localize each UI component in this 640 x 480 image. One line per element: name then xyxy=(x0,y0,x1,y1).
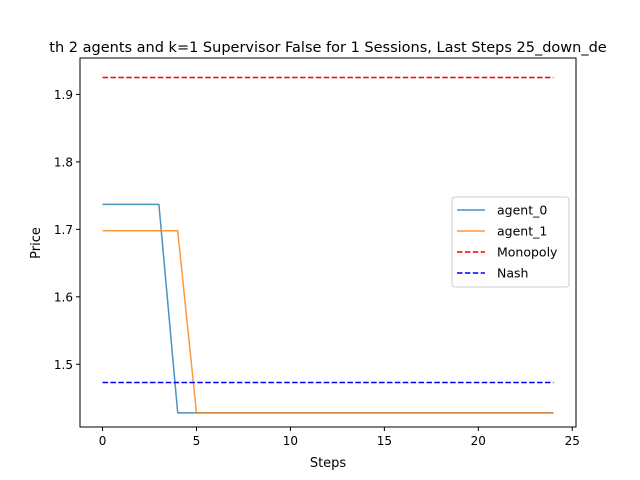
x-tick-label: 10 xyxy=(283,434,298,448)
y-tick-label: 1.7 xyxy=(54,223,73,237)
y-axis-label: Price xyxy=(29,227,44,259)
series-layer xyxy=(102,76,554,414)
y-tick-label: 1.6 xyxy=(54,290,73,304)
y-tick-label: 1.9 xyxy=(54,88,73,102)
legend-frame xyxy=(451,196,570,288)
legend: agent_0 agent_1 Monopoly Nash xyxy=(451,196,570,288)
legend-label: agent_1 xyxy=(497,224,547,239)
y-tick-label: 1.5 xyxy=(54,358,73,372)
x-tick-label: 0 xyxy=(99,434,107,448)
x-axis-label: Steps xyxy=(310,456,347,471)
legend-label: Nash xyxy=(497,266,528,281)
plot-frame xyxy=(79,57,577,428)
chart-title: th 2 agents and k=1 Supervisor False for… xyxy=(49,40,606,56)
legend-label: agent_0 xyxy=(497,203,547,218)
x-tick-label: 15 xyxy=(377,434,392,448)
legend-label: Monopoly xyxy=(497,245,558,260)
x-tick-label: 20 xyxy=(471,434,486,448)
y-tick-label: 1.8 xyxy=(54,155,73,169)
series-line-agent-1 xyxy=(102,229,554,414)
x-tick-label: 25 xyxy=(565,434,580,448)
x-tick-label: 5 xyxy=(193,434,201,448)
y-ticks: 1.5 1.6 1.7 1.8 1.9 xyxy=(54,88,80,372)
x-ticks: 0 5 10 15 20 25 xyxy=(99,427,580,448)
